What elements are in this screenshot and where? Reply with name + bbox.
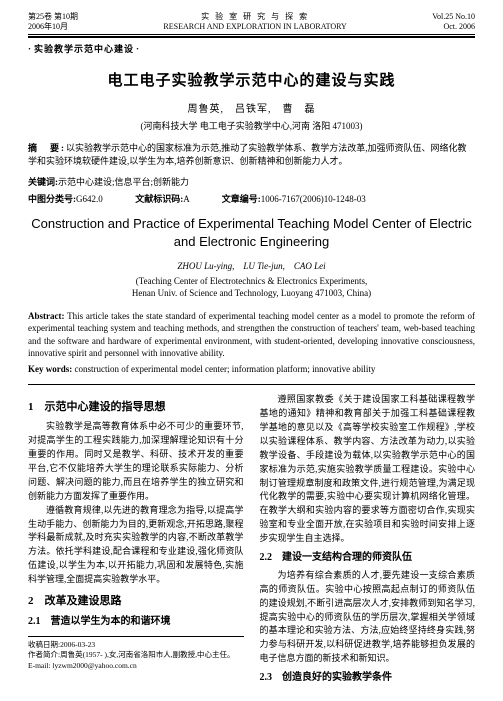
affiliation-cn: (河南科技大学 电工电子实验教学中心,河南 洛阳 471003) [28, 119, 475, 132]
clc-value: G642.0 [76, 194, 103, 204]
authors-cn: 周鲁英, 吕铁军, 曹 磊 [28, 100, 475, 115]
section-2-heading: 2 改革及建设思路 [28, 593, 244, 610]
doccode-value: A [183, 194, 189, 204]
rule-mid [28, 384, 475, 385]
authors-en: ZHOU Lu-ying, LU Tie-jun, CAO Lei [28, 259, 475, 272]
keywords-cn-label: 关键词: [28, 177, 58, 187]
classification-row: 中图分类号:G642.0 文献标识码:A 文章编号:1006-7167(2006… [28, 192, 475, 205]
keywords-en: Key words: construction of experimental … [28, 364, 475, 374]
date-cn: 2006年10月 [28, 22, 78, 32]
volume-en: Vol.25 No.10 [432, 12, 475, 22]
abstract-en-label: Abstract: [28, 311, 65, 321]
section-2-3-heading: 2.3 创造良好的实验教学条件 [260, 670, 476, 686]
body-columns: 1 示范中心建设的指导思想 实验教学是高等教育体系中必不可少的重要环节,对提高学… [28, 393, 475, 689]
section-1-heading: 1 示范中心建设的指导思想 [28, 399, 244, 416]
right-column: 遵照国家教委《关于建设国家工科基础课程教学基地的通知》精神和教育部关于加强工科基… [260, 393, 476, 689]
footnote-block: 收稿日期:2006-03-23 作者简介:周鲁英(1957- ),女,河南省洛阳… [28, 636, 244, 672]
artid-value: 1006-7167(2006)10-1248-03 [261, 194, 366, 204]
keywords-en-label: Key words: [28, 364, 72, 374]
footnote-email: E-mail: lyzwm2000@yahoo.com.cn [28, 661, 244, 672]
section-2-2-para-1: 为培养有综合素质的人才,要先建设一支综合素质高的师资队伍。实验中心按照高起点制订… [260, 569, 476, 667]
section-1-para-1: 实验教学是高等教育体系中必不可少的重要环节,对提高学生的工程实践能力,加深理解理… [28, 420, 244, 504]
abstract-cn-text: 以实验教学示范中心的国家标准为示范,推动了实验教学体系、教学方法改革,加强师资队… [28, 143, 467, 167]
volume-cn: 第25卷 第10期 [28, 12, 78, 22]
affil-en-line2: Henan Univ. of Science and Technology, L… [28, 288, 475, 300]
keywords-en-text: construction of experimental model cente… [72, 364, 375, 374]
abstract-cn-label: 摘 要: [28, 143, 66, 153]
rule-top-thick [28, 36, 475, 38]
artid-label: 文章编号: [222, 194, 261, 204]
abstract-en: Abstract: This article takes the state s… [28, 310, 475, 360]
section-tag: 实验教学示范中心建设 [28, 44, 140, 54]
title-cn: 电工电子实验教学示范中心的建设与实践 [28, 69, 475, 90]
section-1-para-2: 遵循教育规律,以先进的教育理念为指导,以提高学生动手能力、创新能力为目的,更新观… [28, 504, 244, 588]
section-2-2-heading: 2.2 建设一支结构合理的师资队伍 [260, 550, 476, 566]
keywords-cn-text: 示范中心建设;信息平台;创新能力 [58, 177, 189, 187]
keywords-cn: 关键词:示范中心建设;信息平台;创新能力 [28, 175, 475, 188]
clc-label: 中图分类号: [28, 194, 76, 204]
abstract-cn: 摘 要:以实验教学示范中心的国家标准为示范,推动了实验教学体系、教学方法改革,加… [28, 142, 475, 169]
left-column: 1 示范中心建设的指导思想 实验教学是高等教育体系中必不可少的重要环节,对提高学… [28, 393, 244, 689]
journal-en: RESEARCH AND EXPLORATION IN LABORATORY [78, 22, 432, 32]
affil-en-line1: (Teaching Center of Electrotechnics & El… [28, 276, 475, 288]
date-en: Oct. 2006 [432, 22, 475, 32]
journal-cn: 实 验 室 研 究 与 探 索 [78, 12, 432, 22]
abstract-en-text: This article takes the state standard of… [28, 311, 475, 359]
rule-top [28, 34, 475, 35]
footnote-received: 收稿日期:2006-03-23 [28, 640, 244, 651]
title-en: Construction and Practice of Experimenta… [28, 215, 475, 251]
section-2-1-heading: 2.1 营造以学生为本的和谐环境 [28, 614, 244, 630]
section-2-para-1: 遵照国家教委《关于建设国家工科基础课程教学基地的通知》精神和教育部关于加强工科基… [260, 393, 476, 546]
footnote-author: 作者简介:周鲁英(1957- ),女,河南省洛阳市人,副教授,中心主任。 [28, 650, 244, 661]
doccode-label: 文献标识码: [135, 194, 183, 204]
affiliation-en: (Teaching Center of Electrotechnics & El… [28, 276, 475, 299]
